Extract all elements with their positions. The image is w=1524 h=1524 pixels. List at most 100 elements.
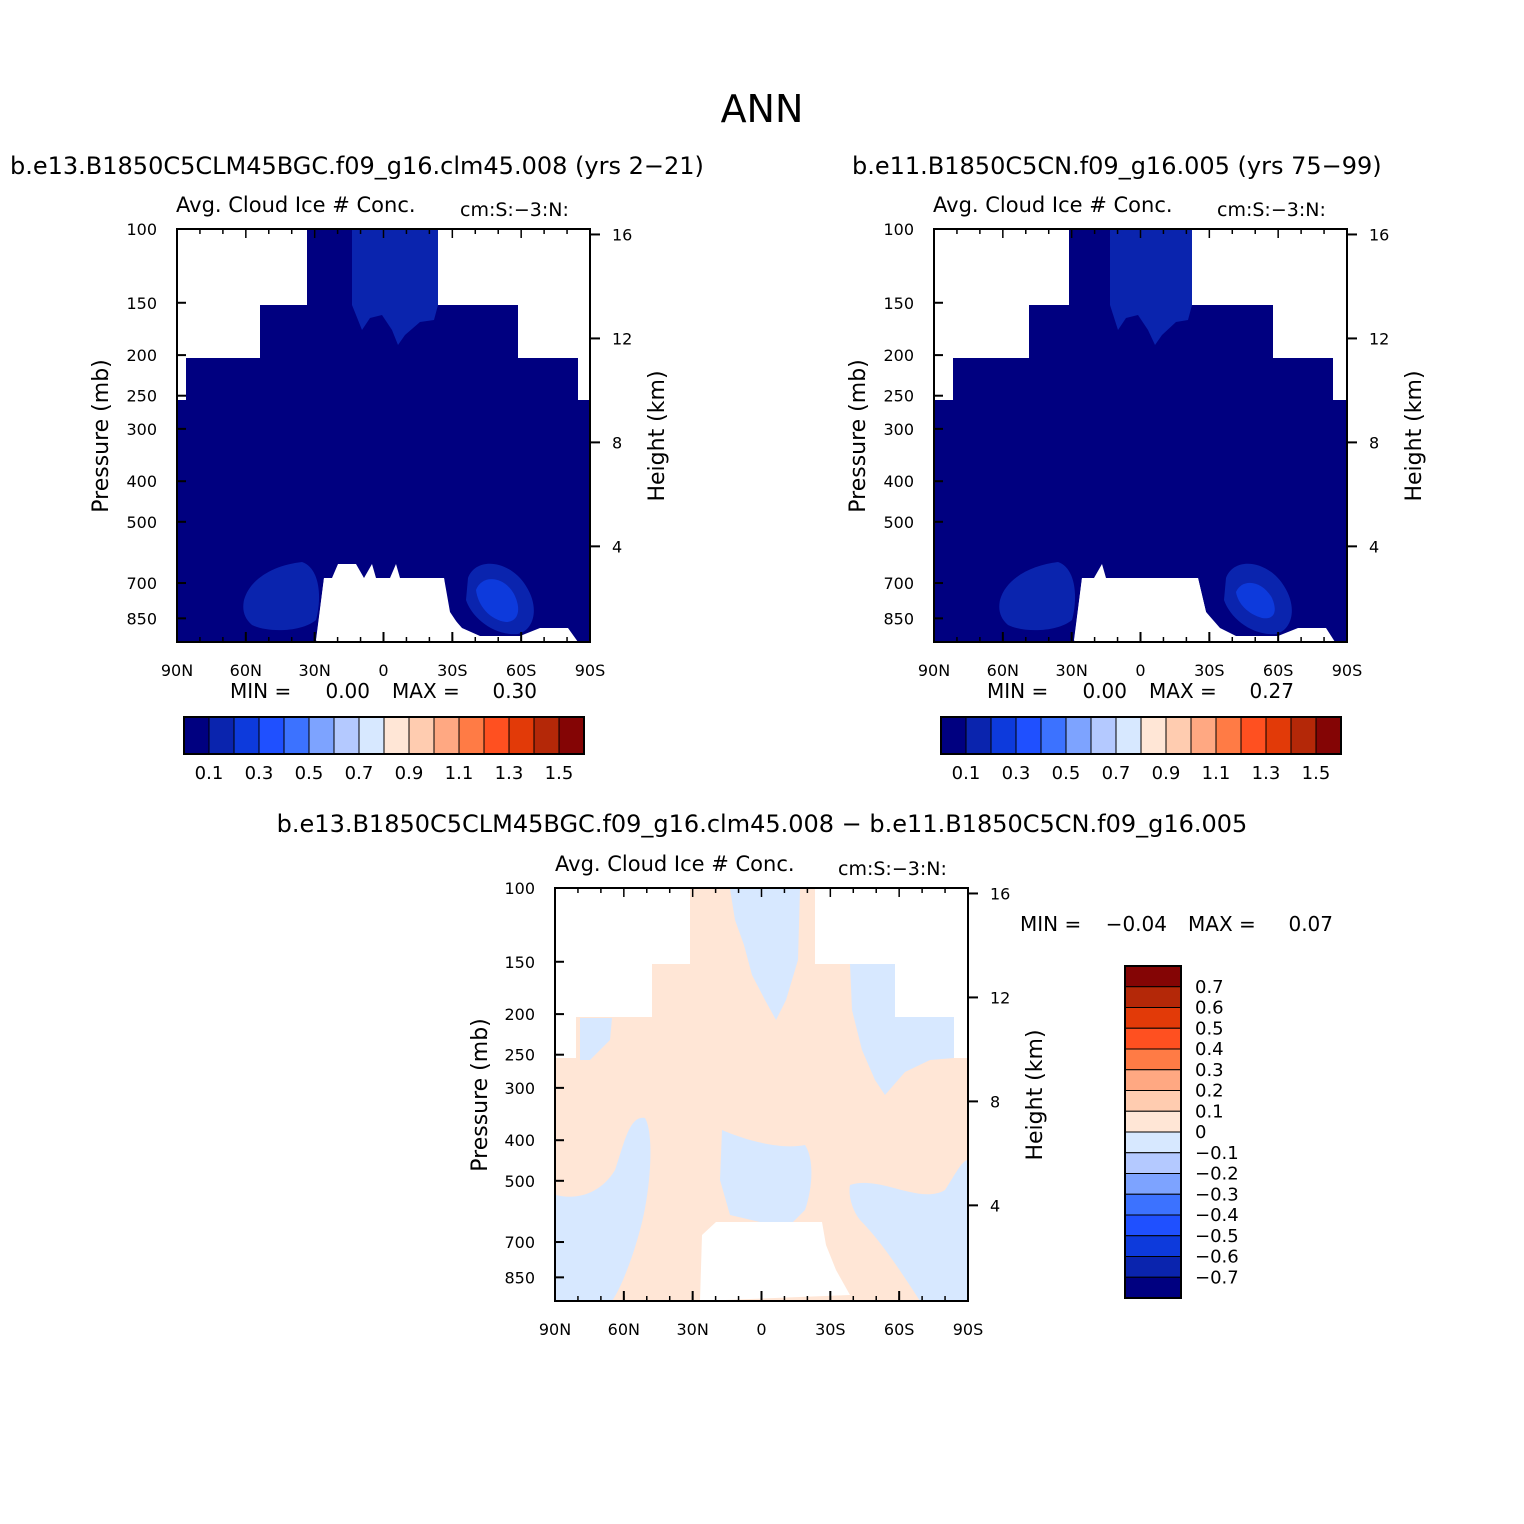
colorbar-label: 1.1 [445, 763, 474, 784]
figure-title: ANN [721, 87, 804, 131]
x-tick-label: 30S [437, 661, 468, 680]
x-tick-label: 90S [1332, 661, 1363, 680]
colorbar-swatch [408, 716, 435, 755]
colorbar-swatch [533, 716, 560, 755]
panel-diff-min-value: −0.04 [1106, 912, 1167, 936]
y-tick-label: 150 [126, 294, 157, 313]
y-right-tick-label: 16 [990, 884, 1010, 903]
colorbar-label: 1.3 [495, 763, 524, 784]
colorbar-label: 1.5 [1302, 763, 1331, 784]
panel-control-ylabel-right: Height (km) [1402, 370, 1427, 501]
x-tick-label: 60N [608, 1320, 640, 1339]
panel-test-field [178, 230, 590, 642]
colorbar-swatch [508, 716, 535, 755]
colorbar-swatch [1124, 1131, 1182, 1154]
colorbar-label: 1.5 [545, 763, 574, 784]
diff-region-neg-top [730, 889, 800, 1020]
colorbar-swatch [1265, 716, 1292, 755]
x-tick-label: 60N [987, 661, 1019, 680]
colorbar-swatch [990, 716, 1017, 755]
control-region-upper-blue [1110, 230, 1192, 345]
colorbar-swatch [1165, 716, 1192, 755]
colorbar-swatch [1124, 1027, 1182, 1050]
panel-diff-max-value: 0.07 [1288, 912, 1333, 936]
y-tick-label: 500 [883, 513, 914, 532]
colorbar-swatch [1124, 1152, 1182, 1174]
test-region-upper-blue [352, 230, 438, 345]
y-tick-label: 700 [883, 574, 914, 593]
x-tick-label: 60S [1263, 661, 1294, 680]
colorbar-swatch [965, 716, 992, 755]
colorbar-swatch [1015, 716, 1042, 755]
colorbar-label: −0.4 [1195, 1205, 1239, 1226]
test-region-blob-left [243, 562, 320, 631]
colorbar-swatch [1124, 1048, 1182, 1071]
diff-region-ground [700, 1222, 850, 1301]
colorbar-swatch [1124, 1007, 1182, 1029]
panel-control-max-value: 0.27 [1249, 679, 1294, 703]
diff-region-neg-right-lower [849, 1160, 968, 1301]
colorbar-swatch [433, 716, 460, 755]
y-right-tick-label: 8 [1369, 433, 1379, 452]
colorbar-swatch [458, 716, 485, 755]
y-tick-label: 500 [126, 513, 157, 532]
colorbar-swatch [358, 716, 385, 755]
x-tick-label: 30N [299, 661, 331, 680]
control-region-blob-left [999, 562, 1076, 631]
colorbar-label: 0.5 [295, 763, 324, 784]
colorbar-label: 0.5 [1052, 763, 1081, 784]
panel-test-subtitle-left: Avg. Cloud Ice # Conc. [176, 193, 416, 217]
panel-test-min-value: 0.00 [325, 679, 370, 703]
panel-diff-ylabel: Pressure (mb) [468, 1018, 493, 1172]
diff-region-neg-center [720, 1130, 812, 1225]
control-region-blob-right-core [1236, 582, 1275, 619]
panel-control-min-value: 0.00 [1082, 679, 1127, 703]
panel-control-subtitle-left: Avg. Cloud Ice # Conc. [933, 193, 1173, 217]
test-region-blob-right-core [476, 579, 519, 622]
control-region-deep [935, 230, 1347, 642]
y-tick-label: 150 [504, 953, 535, 972]
colorbar-swatch [1240, 716, 1267, 755]
panel-control-min-label: MIN = [987, 679, 1048, 703]
x-tick-label: 0 [378, 661, 388, 680]
y-tick-label: 200 [504, 1005, 535, 1024]
colorbar-label: −0.5 [1195, 1226, 1239, 1247]
y-tick-label: 300 [883, 420, 914, 439]
panel-test-ylabel: Pressure (mb) [89, 359, 114, 513]
y-right-tick-label: 8 [612, 433, 622, 452]
x-tick-label: 0 [1135, 661, 1145, 680]
colorbar-label: 0.5 [1195, 1018, 1224, 1039]
panel-control-ylabel: Pressure (mb) [846, 359, 871, 513]
panel-diff-subtitle-left: Avg. Cloud Ice # Conc. [555, 852, 795, 876]
x-tick-label: 90N [918, 661, 950, 680]
colorbar-frame [183, 716, 585, 755]
colorbar-label: 0.2 [1195, 1081, 1224, 1102]
x-tick-label: 90S [575, 661, 606, 680]
y-right-tick-label: 16 [1369, 225, 1389, 244]
colorbar-label: 1.3 [1252, 763, 1281, 784]
colorbar-label: −0.7 [1195, 1267, 1239, 1288]
colorbar-frame [1124, 965, 1182, 1299]
y-tick-label: 850 [126, 609, 157, 628]
colorbar-label: 0.7 [1195, 977, 1224, 998]
y-tick-label: 300 [504, 1079, 535, 1098]
test-region-deep [178, 230, 590, 642]
colorbar-label: −0.1 [1195, 1143, 1239, 1164]
panel-test-min-label: MIN = [230, 679, 291, 703]
y-right-tick-label: 12 [612, 329, 632, 348]
colorbar-swatch [383, 716, 410, 755]
y-tick-label: 250 [126, 387, 157, 406]
colorbar-swatch [1315, 716, 1342, 755]
panel-diff: b.e13.B1850C5CLM45BGC.f09_g16.clm45.008 … [277, 810, 1333, 1339]
panel-test-subtitle-right: cm:S:−3:N: [460, 199, 569, 221]
colorbar-swatch [1124, 1110, 1182, 1133]
panel-test-title: b.e13.B1850C5CLM45BGC.f09_g16.clm45.008 … [10, 152, 704, 180]
colorbar-swatch [558, 716, 585, 755]
colorbar-swatch [1190, 716, 1217, 755]
colorbar-label: 0 [1195, 1122, 1206, 1143]
colorbar-swatch [483, 716, 510, 755]
y-tick-label: 850 [504, 1268, 535, 1287]
colorbar-label: 0.6 [1195, 998, 1224, 1019]
x-tick-label: 30N [677, 1320, 709, 1339]
